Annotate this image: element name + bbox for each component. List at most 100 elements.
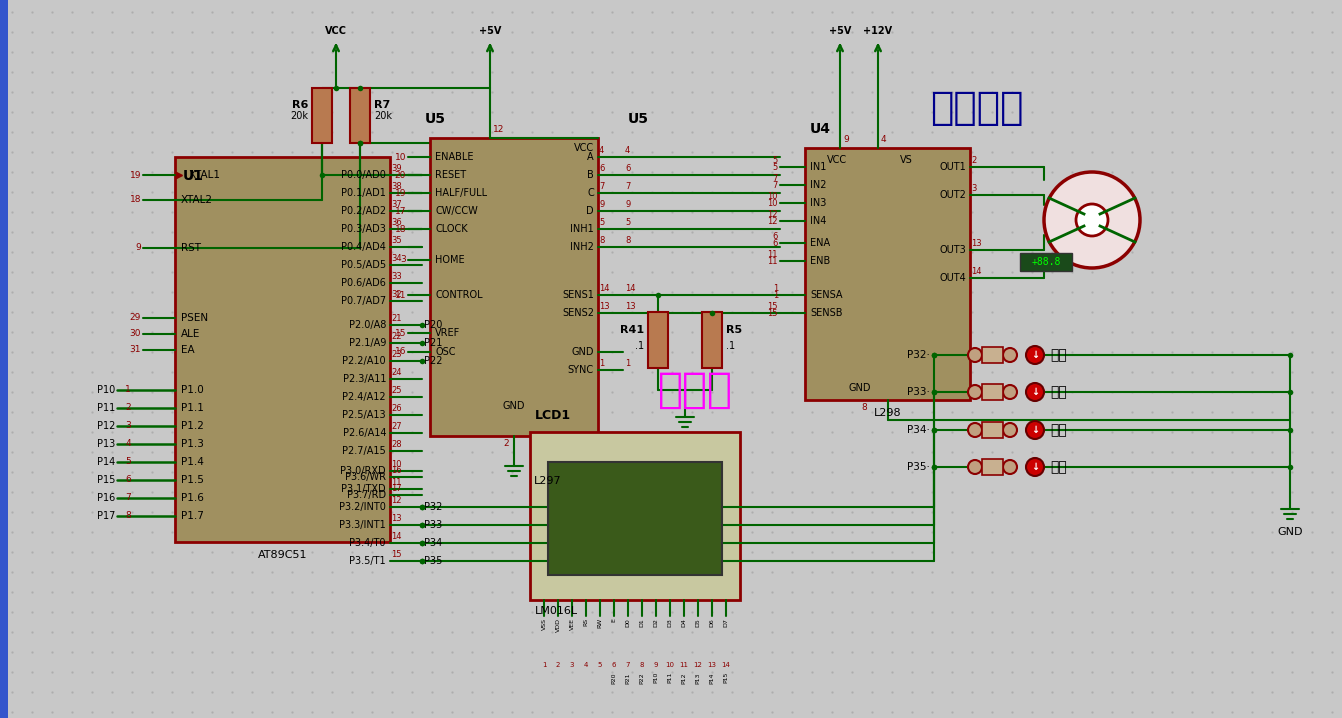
Text: 30: 30 xyxy=(129,330,141,338)
Text: 6: 6 xyxy=(612,662,616,668)
Circle shape xyxy=(1027,458,1044,476)
Text: ALE: ALE xyxy=(181,329,200,339)
Bar xyxy=(1020,253,1072,271)
Text: AT89C51: AT89C51 xyxy=(258,550,307,560)
Text: 9: 9 xyxy=(843,135,848,144)
Text: P35·: P35· xyxy=(907,462,930,472)
Text: GND: GND xyxy=(572,347,595,357)
Text: 1: 1 xyxy=(125,386,132,394)
Text: P2.5/A13: P2.5/A13 xyxy=(342,410,386,420)
Text: 7: 7 xyxy=(625,662,631,668)
Text: 2: 2 xyxy=(972,156,976,165)
Text: 7: 7 xyxy=(773,180,778,190)
Text: D2: D2 xyxy=(654,618,659,627)
Text: P34: P34 xyxy=(424,538,443,548)
Text: 3: 3 xyxy=(400,256,407,264)
Text: P15: P15 xyxy=(723,672,729,684)
Text: ↓: ↓ xyxy=(1031,425,1039,435)
Text: 4: 4 xyxy=(625,146,631,155)
Text: 1: 1 xyxy=(773,284,778,293)
Text: 8: 8 xyxy=(862,404,867,413)
Text: VREF: VREF xyxy=(435,328,460,338)
Text: 8: 8 xyxy=(640,662,644,668)
Text: P17: P17 xyxy=(97,511,115,521)
Text: 11: 11 xyxy=(395,291,407,299)
Text: SENS1: SENS1 xyxy=(562,290,595,300)
Text: ↓: ↓ xyxy=(1031,350,1039,360)
Text: VCC: VCC xyxy=(827,155,847,165)
Text: D5: D5 xyxy=(695,618,701,627)
Text: R6: R6 xyxy=(291,100,309,110)
Circle shape xyxy=(1002,348,1017,362)
Bar xyxy=(429,138,599,436)
Text: 5: 5 xyxy=(625,218,631,227)
Text: P2.1/A9: P2.1/A9 xyxy=(349,338,386,348)
Text: 7: 7 xyxy=(773,174,778,183)
Text: 5: 5 xyxy=(125,457,132,467)
Text: P32·: P32· xyxy=(907,350,930,360)
Text: PSEN: PSEN xyxy=(181,313,208,323)
Text: P22: P22 xyxy=(640,672,644,684)
Text: C: C xyxy=(588,188,595,198)
Text: 20k: 20k xyxy=(374,111,392,121)
Text: 23: 23 xyxy=(391,350,401,359)
Text: 显示屏: 显示屏 xyxy=(658,369,733,411)
Text: ENB: ENB xyxy=(811,256,831,266)
Circle shape xyxy=(1027,383,1044,401)
Text: 21: 21 xyxy=(391,314,401,323)
Text: 2: 2 xyxy=(125,404,132,413)
Bar xyxy=(982,384,1002,400)
Text: U1: U1 xyxy=(183,169,204,183)
Text: P10: P10 xyxy=(654,672,659,684)
Text: P0.5/AD5: P0.5/AD5 xyxy=(341,260,386,270)
Text: OUT4: OUT4 xyxy=(939,273,966,283)
Text: P11: P11 xyxy=(667,672,672,684)
Text: IN3: IN3 xyxy=(811,198,827,208)
Text: RS: RS xyxy=(584,618,589,626)
Text: A: A xyxy=(588,152,595,162)
Text: SENSA: SENSA xyxy=(811,290,843,300)
Text: 10: 10 xyxy=(666,662,675,668)
Circle shape xyxy=(968,423,982,437)
Text: 24: 24 xyxy=(391,368,401,377)
Text: GND: GND xyxy=(503,401,525,411)
Text: 15: 15 xyxy=(768,309,778,317)
Text: P2.6/A14: P2.6/A14 xyxy=(342,428,386,438)
Text: 4: 4 xyxy=(599,146,604,155)
Circle shape xyxy=(968,460,982,474)
Text: P2.3/A11: P2.3/A11 xyxy=(342,374,386,384)
Text: D0: D0 xyxy=(625,618,631,627)
Text: 6: 6 xyxy=(625,164,631,173)
Text: P22: P22 xyxy=(424,356,443,366)
Text: 33: 33 xyxy=(391,272,401,281)
Text: 7: 7 xyxy=(599,182,604,191)
Text: SENSB: SENSB xyxy=(811,308,843,318)
Text: VDD: VDD xyxy=(556,618,561,632)
Text: P1.3: P1.3 xyxy=(181,439,204,449)
Text: 11: 11 xyxy=(768,250,778,259)
Text: 15: 15 xyxy=(768,302,778,311)
Text: P3.5/T1: P3.5/T1 xyxy=(349,556,386,566)
Bar xyxy=(982,459,1002,475)
Text: P1.7: P1.7 xyxy=(181,511,204,521)
Text: OUT3: OUT3 xyxy=(939,245,966,255)
Text: VEE: VEE xyxy=(569,618,574,630)
Circle shape xyxy=(1027,346,1044,364)
Text: P11: P11 xyxy=(97,403,115,413)
Text: 31: 31 xyxy=(129,345,141,355)
Text: P2.4/A12: P2.4/A12 xyxy=(342,392,386,402)
Text: D1: D1 xyxy=(640,618,644,627)
Text: 12: 12 xyxy=(391,496,401,505)
Text: 3: 3 xyxy=(972,184,977,193)
Text: 14: 14 xyxy=(391,532,401,541)
Text: ENA: ENA xyxy=(811,238,831,248)
Text: 减速: 减速 xyxy=(1049,385,1067,399)
Text: HOME: HOME xyxy=(435,255,464,265)
Text: 19: 19 xyxy=(129,170,141,180)
Text: U5: U5 xyxy=(425,112,446,126)
Text: 17: 17 xyxy=(395,207,407,215)
Text: 1: 1 xyxy=(599,359,604,368)
Circle shape xyxy=(1002,423,1017,437)
Text: 10: 10 xyxy=(768,198,778,208)
Text: 5: 5 xyxy=(597,662,603,668)
